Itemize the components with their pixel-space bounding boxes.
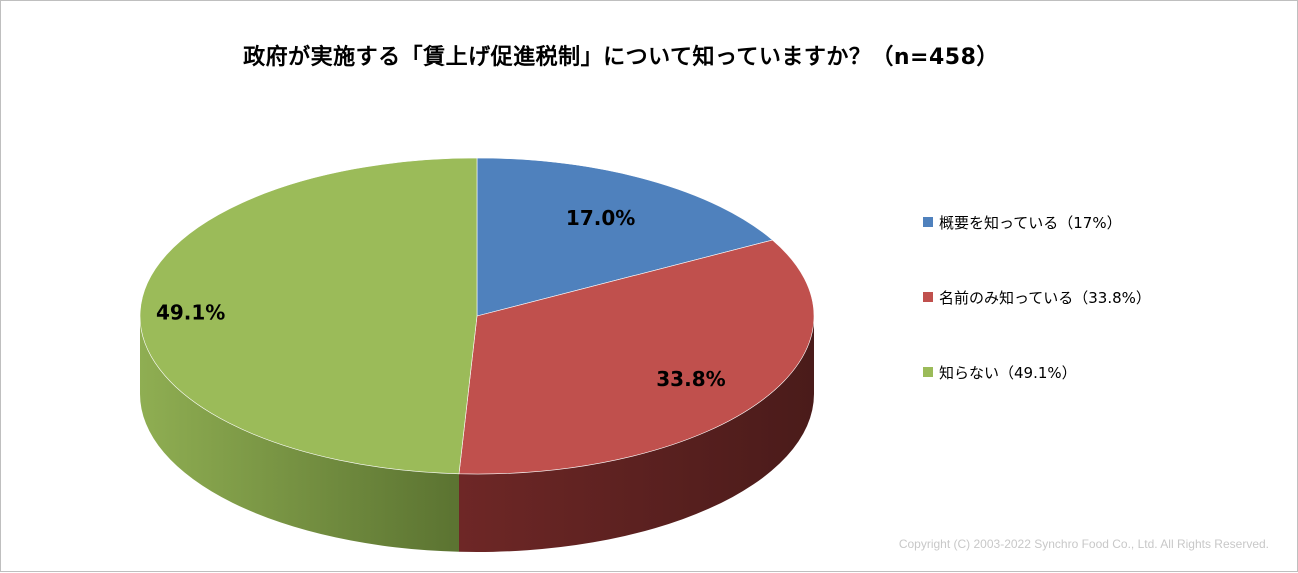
data-label: 49.1% [156, 300, 225, 324]
pie-slice-side [458, 316, 814, 553]
copyright-notice: Copyright (C) 2003-2022 Synchro Food Co.… [898, 537, 1269, 551]
pie-slice [458, 239, 815, 475]
legend-label: 知らない（49.1%） [939, 363, 1077, 382]
legend-swatch [923, 367, 933, 377]
legend-item: 名前のみ知っている（33.8%） [923, 288, 1151, 307]
legend-swatch [923, 292, 933, 302]
legend-item: 概要を知っている（17%） [923, 213, 1151, 232]
pie-slice-side [140, 316, 459, 552]
legend-item: 知らない（49.1%） [923, 363, 1151, 382]
legend-label: 名前のみ知っている（33.8%） [939, 288, 1151, 307]
legend-label: 概要を知っている（17%） [939, 213, 1122, 232]
pie-slice [139, 157, 478, 475]
chart-title: 政府が実施する「賃上げ促進税制」について知っていますか？（n=458） [243, 45, 999, 70]
data-label: 17.0% [566, 206, 635, 230]
data-label: 33.8% [656, 367, 725, 391]
pie-slice [476, 157, 774, 317]
legend-swatch [923, 217, 933, 227]
chart-legend: 概要を知っている（17%） 名前のみ知っている（33.8%） 知らない（49.1… [923, 213, 1151, 438]
